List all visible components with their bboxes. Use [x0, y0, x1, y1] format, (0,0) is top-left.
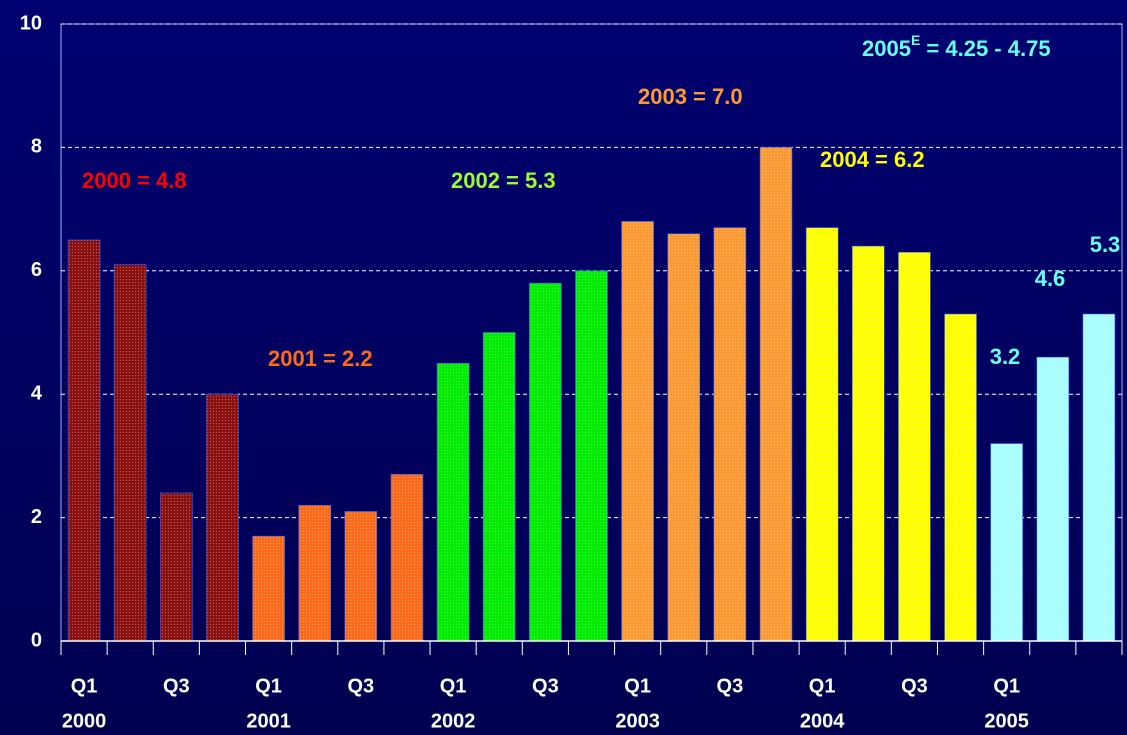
annotation-text: 2005 [862, 36, 911, 61]
bar-texture [621, 221, 654, 641]
x-tick-label: Q1 [809, 675, 836, 697]
bar-texture [852, 246, 885, 641]
x-tick-label: Q3 [163, 675, 190, 697]
bar-texture [760, 147, 793, 641]
value-label: 3.2 [990, 344, 1021, 369]
bar-texture [390, 474, 423, 641]
x-group-label: 2002 [431, 710, 476, 732]
y-tick-label: 4 [31, 382, 43, 404]
x-tick-label: Q3 [348, 675, 375, 697]
value-label: 5.3 [1090, 232, 1121, 257]
bar-texture [806, 227, 839, 642]
value-label: 4.6 [1035, 266, 1066, 291]
x-group-label: 2004 [800, 710, 845, 732]
annotation: 2003 = 7.0 [638, 84, 743, 109]
annotation: 2000 = 4.8 [82, 168, 187, 193]
bar-texture [344, 511, 377, 641]
y-tick-label: 10 [20, 12, 42, 34]
annotation-text: 2004 = 6.2 [820, 147, 925, 172]
annotation: 2001 = 2.2 [268, 346, 373, 371]
x-tick-label: Q3 [717, 675, 744, 697]
bar-texture [713, 227, 746, 642]
y-tick-label: 8 [31, 136, 42, 158]
annotation-text: 2001 = 2.2 [268, 346, 373, 371]
bar-texture [944, 313, 977, 641]
bar-texture [529, 283, 562, 641]
y-tick-label: 6 [31, 259, 42, 281]
annotation-rest: = 4.25 - 4.75 [920, 36, 1050, 61]
x-group-label: 2003 [615, 710, 660, 732]
bar-texture [437, 363, 470, 641]
x-tick-label: Q1 [993, 675, 1020, 697]
bar-texture [990, 443, 1023, 641]
annotation-sup: E [911, 32, 920, 48]
bar-texture [160, 492, 193, 641]
x-tick-label: Q1 [71, 675, 98, 697]
bar-texture [667, 233, 700, 641]
bar-texture [1036, 357, 1069, 641]
bar-texture [298, 505, 331, 641]
x-tick-label: Q3 [901, 675, 928, 697]
x-tick-label: Q1 [624, 675, 651, 697]
x-tick-label: Q3 [532, 675, 559, 697]
bar-texture [252, 536, 285, 641]
bar-texture [1082, 313, 1115, 641]
annotation: 2002 = 5.3 [451, 168, 556, 193]
bar-texture [483, 332, 516, 641]
x-group-label: 2005 [984, 710, 1029, 732]
x-group-label: 2000 [62, 710, 107, 732]
y-tick-label: 0 [31, 629, 42, 651]
bar-texture [575, 270, 608, 641]
annotation-text: 2002 = 5.3 [451, 168, 556, 193]
y-tick-label: 2 [31, 506, 42, 528]
annotation: 2005E = 4.25 - 4.75 [862, 32, 1051, 61]
bar-texture [206, 394, 239, 641]
annotation: 2004 = 6.2 [820, 147, 925, 172]
bar-texture [68, 239, 101, 641]
x-tick-label: Q1 [255, 675, 282, 697]
annotation-text: 2000 = 4.8 [82, 168, 187, 193]
bar-texture [114, 264, 147, 641]
annotation-text: 2003 = 7.0 [638, 84, 743, 109]
bar-texture [898, 252, 931, 642]
x-group-label: 2001 [246, 710, 291, 732]
x-tick-label: Q1 [440, 675, 467, 697]
